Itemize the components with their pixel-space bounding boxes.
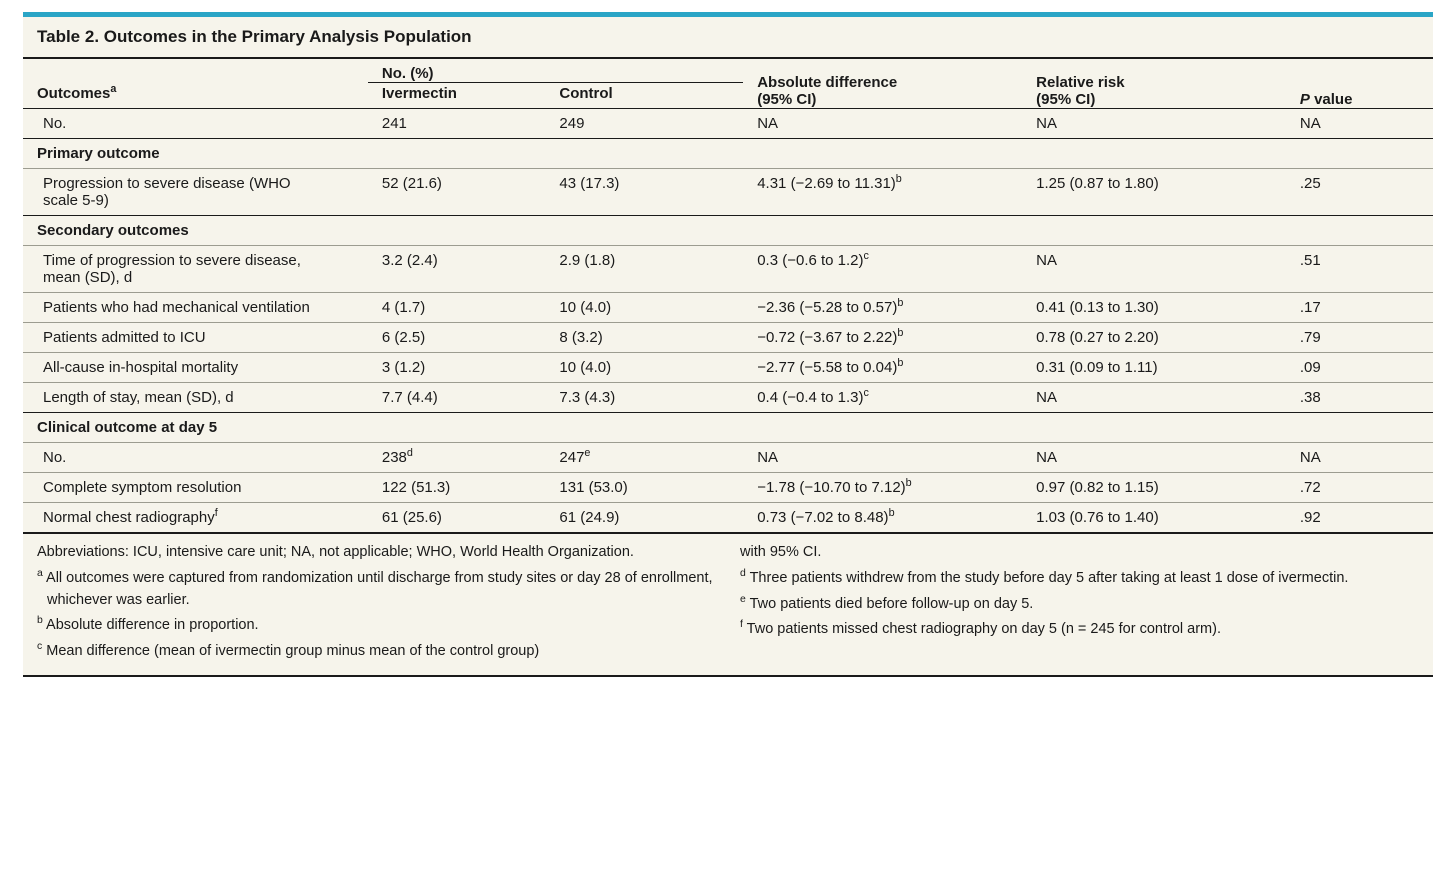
footnote-item: f Two patients missed chest radiography … <box>740 619 1419 641</box>
ivermectin-cell: 3 (1.2) <box>368 353 546 383</box>
ivermectin-cell: 3.2 (2.4) <box>368 246 546 293</box>
p-value-cell: .72 <box>1286 473 1433 503</box>
abs-diff-cell: 0.3 (−0.6 to 1.2)c <box>743 246 1022 293</box>
section-row: Primary outcome <box>23 139 1433 169</box>
rel-risk-cell: NA <box>1022 246 1286 293</box>
outcome-cell: All-cause in-hospital mortality <box>23 353 368 383</box>
outcome-cell: Length of stay, mean (SD), d <box>23 383 368 413</box>
ivermectin-cell: 122 (51.3) <box>368 473 546 503</box>
ivermectin-cell: 241 <box>368 109 546 139</box>
table-row: Patients who had mechanical ventilation4… <box>23 293 1433 323</box>
header-rel-risk: Relative risk(95% CI) <box>1022 59 1286 109</box>
p-value-cell: .38 <box>1286 383 1433 413</box>
ivermectin-cell: 7.7 (4.4) <box>368 383 546 413</box>
section-label: Primary outcome <box>23 139 1433 169</box>
footnote-item: c Mean difference (mean of ivermectin gr… <box>37 641 716 663</box>
table-header: No. (%) Absolute difference(95% CI) Rela… <box>23 59 1433 109</box>
rel-risk-cell: 0.31 (0.09 to 1.11) <box>1022 353 1286 383</box>
abs-diff-cell: NA <box>743 109 1022 139</box>
footnote-item: Abbreviations: ICU, intensive care unit;… <box>37 542 716 564</box>
header-control: Control <box>545 83 743 109</box>
section-row: Secondary outcomes <box>23 216 1433 246</box>
outcomes-table: No. (%) Absolute difference(95% CI) Rela… <box>23 59 1433 534</box>
control-cell: 247e <box>545 443 743 473</box>
footnote-item: with 95% CI. <box>740 542 1419 564</box>
rel-risk-cell: 1.03 (0.76 to 1.40) <box>1022 503 1286 534</box>
header-p-value: P value <box>1286 59 1433 109</box>
p-value-cell: .79 <box>1286 323 1433 353</box>
p-value-cell: NA <box>1286 109 1433 139</box>
table-row: Normal chest radiographyf61 (25.6)61 (24… <box>23 503 1433 534</box>
control-cell: 43 (17.3) <box>545 169 743 216</box>
ivermectin-cell: 238d <box>368 443 546 473</box>
outcome-cell: Time of progression to severe disease, m… <box>23 246 368 293</box>
table-row: No.241249NANANA <box>23 109 1433 139</box>
abs-diff-cell: −2.36 (−5.28 to 0.57)b <box>743 293 1022 323</box>
p-value-cell: .25 <box>1286 169 1433 216</box>
p-value-cell: NA <box>1286 443 1433 473</box>
p-value-cell: .51 <box>1286 246 1433 293</box>
control-cell: 2.9 (1.8) <box>545 246 743 293</box>
table-footnotes: Abbreviations: ICU, intensive care unit;… <box>23 534 1433 677</box>
outcome-cell: Progression to severe disease (WHO scale… <box>23 169 368 216</box>
rel-risk-cell: NA <box>1022 443 1286 473</box>
table-title: Table 2. Outcomes in the Primary Analysi… <box>23 17 1433 59</box>
header-ivermectin: Ivermectin <box>368 83 546 109</box>
table-row: All-cause in-hospital mortality3 (1.2)10… <box>23 353 1433 383</box>
footnotes-left-col: Abbreviations: ICU, intensive care unit;… <box>37 542 716 667</box>
abs-diff-cell: −2.77 (−5.58 to 0.04)b <box>743 353 1022 383</box>
rel-risk-cell: 1.25 (0.87 to 1.80) <box>1022 169 1286 216</box>
table-row: Progression to severe disease (WHO scale… <box>23 169 1433 216</box>
rel-risk-cell: 0.78 (0.27 to 2.20) <box>1022 323 1286 353</box>
control-cell: 7.3 (4.3) <box>545 383 743 413</box>
section-row: Clinical outcome at day 5 <box>23 413 1433 443</box>
control-cell: 61 (24.9) <box>545 503 743 534</box>
control-cell: 10 (4.0) <box>545 353 743 383</box>
rel-risk-cell: NA <box>1022 109 1286 139</box>
outcome-cell: Patients who had mechanical ventilation <box>23 293 368 323</box>
control-cell: 249 <box>545 109 743 139</box>
outcome-cell: Patients admitted to ICU <box>23 323 368 353</box>
p-value-cell: .09 <box>1286 353 1433 383</box>
abs-diff-cell: 0.4 (−0.4 to 1.3)c <box>743 383 1022 413</box>
outcome-cell: No. <box>23 109 368 139</box>
abs-diff-cell: −1.78 (−10.70 to 7.12)b <box>743 473 1022 503</box>
table-body: No.241249NANANAPrimary outcomeProgressio… <box>23 109 1433 534</box>
outcome-cell: No. <box>23 443 368 473</box>
header-outcomes: Outcomesa <box>23 83 368 109</box>
table-row: Time of progression to severe disease, m… <box>23 246 1433 293</box>
header-no-pct: No. (%) <box>368 59 743 83</box>
footnote-item: a All outcomes were captured from random… <box>37 568 716 612</box>
p-value-cell: .92 <box>1286 503 1433 534</box>
outcome-cell: Normal chest radiographyf <box>23 503 368 534</box>
ivermectin-cell: 52 (21.6) <box>368 169 546 216</box>
abs-diff-cell: 0.73 (−7.02 to 8.48)b <box>743 503 1022 534</box>
ivermectin-cell: 4 (1.7) <box>368 293 546 323</box>
control-cell: 8 (3.2) <box>545 323 743 353</box>
outcomes-table-container: Table 2. Outcomes in the Primary Analysi… <box>23 12 1433 677</box>
rel-risk-cell: 0.41 (0.13 to 1.30) <box>1022 293 1286 323</box>
abs-diff-cell: −0.72 (−3.67 to 2.22)b <box>743 323 1022 353</box>
table-row: Patients admitted to ICU6 (2.5)8 (3.2)−0… <box>23 323 1433 353</box>
ivermectin-cell: 61 (25.6) <box>368 503 546 534</box>
outcome-cell: Complete symptom resolution <box>23 473 368 503</box>
control-cell: 131 (53.0) <box>545 473 743 503</box>
footnote-item: e Two patients died before follow-up on … <box>740 594 1419 616</box>
header-abs-diff: Absolute difference(95% CI) <box>743 59 1022 109</box>
table-row: Length of stay, mean (SD), d7.7 (4.4)7.3… <box>23 383 1433 413</box>
p-value-cell: .17 <box>1286 293 1433 323</box>
rel-risk-cell: NA <box>1022 383 1286 413</box>
footnote-item: b Absolute difference in proportion. <box>37 615 716 637</box>
abs-diff-cell: 4.31 (−2.69 to 11.31)b <box>743 169 1022 216</box>
footnote-item: d Three patients withdrew from the study… <box>740 568 1419 590</box>
rel-risk-cell: 0.97 (0.82 to 1.15) <box>1022 473 1286 503</box>
table-row: No.238d247eNANANA <box>23 443 1433 473</box>
section-label: Clinical outcome at day 5 <box>23 413 1433 443</box>
footnotes-right-col: with 95% CI. d Three patients withdrew fr… <box>740 542 1419 667</box>
control-cell: 10 (4.0) <box>545 293 743 323</box>
table-row: Complete symptom resolution122 (51.3)131… <box>23 473 1433 503</box>
ivermectin-cell: 6 (2.5) <box>368 323 546 353</box>
section-label: Secondary outcomes <box>23 216 1433 246</box>
abs-diff-cell: NA <box>743 443 1022 473</box>
